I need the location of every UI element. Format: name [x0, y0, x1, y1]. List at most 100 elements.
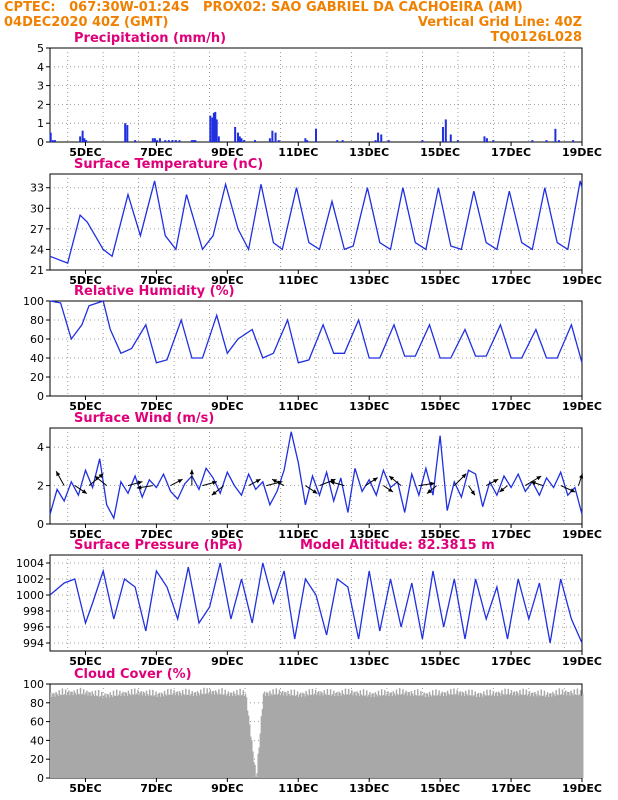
precip-bar [167, 140, 170, 142]
precip-bar [190, 140, 193, 142]
precip-bar [192, 140, 195, 142]
cloud-bar [147, 695, 150, 778]
cloud-bar [545, 694, 548, 778]
cloud-bar [407, 691, 409, 778]
surface-temperature-nc-xtick-label: 5DEC [69, 274, 101, 287]
cloud-bar [140, 691, 142, 778]
relative-humidity-ytick-label: 80 [30, 314, 44, 327]
cloud-bar [223, 694, 225, 778]
cloud-bar [506, 694, 508, 778]
cloud-bar [143, 692, 146, 778]
cloud-bar [525, 689, 528, 778]
cloud-bar [234, 693, 236, 778]
surface-pressure-hpa-xtick-label: 15DEC [420, 655, 460, 668]
cloud-bar [205, 693, 207, 778]
cloud-bar [579, 690, 582, 778]
cloud-bar [393, 693, 396, 778]
cloud-bar [242, 690, 245, 778]
cloud-bar [389, 692, 391, 778]
cloud-bar [263, 691, 266, 778]
cloud-bar [82, 689, 85, 778]
cloud-bar [79, 687, 82, 778]
cloud-bar [405, 690, 407, 778]
cloud-cover-xtick-label: 9DEC [211, 782, 243, 795]
cloud-bar [105, 697, 107, 778]
wind-arrow-head [536, 476, 542, 481]
cloud-bar [117, 696, 119, 778]
cloud-bar [135, 694, 137, 778]
cloud-bar [550, 693, 552, 778]
cloud-bar [543, 690, 546, 778]
cloud-bar [177, 695, 180, 778]
cloud-bar [385, 695, 387, 778]
cloud-bar [85, 692, 87, 778]
cloud-cover-xtick-label: 19DEC [562, 782, 602, 795]
cloud-bar [94, 690, 97, 778]
cloud-bar [392, 691, 395, 778]
cloud-bar [320, 691, 322, 778]
cloud-bar [556, 694, 558, 778]
cloud-bar [148, 689, 151, 778]
cloud-bar [378, 695, 381, 778]
cloud-cover-xtick-label: 15DEC [420, 782, 460, 795]
cloud-bar [508, 694, 511, 778]
cloud-bar [580, 695, 583, 778]
cloud-bar [391, 695, 394, 778]
cloud-bar [104, 693, 106, 778]
surface-pressure-hpa-ytick-label: 996 [23, 621, 44, 634]
precipitation-mm-h-ytick-label: 1 [37, 117, 44, 130]
cloud-bar [377, 690, 380, 778]
cloud-bar [463, 695, 466, 778]
cloud-bar [307, 695, 309, 778]
cloud-bar [512, 692, 515, 778]
precip-bar [449, 134, 452, 142]
cloud-bar [431, 690, 434, 778]
cloud-bar [420, 690, 422, 778]
cloud-bar [189, 695, 191, 778]
cloud-bar [577, 695, 580, 778]
cloud-bar [510, 690, 513, 778]
cloud-bar [254, 764, 256, 778]
precip-bar [271, 130, 274, 142]
cloud-bar [489, 689, 491, 778]
cloud-bar [158, 692, 160, 778]
precip-bar [209, 115, 212, 142]
cloud-bar [345, 694, 348, 778]
cloud-bar [277, 693, 280, 778]
cloud-bar [487, 695, 489, 778]
precipitation-mm-h-xtick-label: 9DEC [211, 146, 243, 159]
relative-humidity-xtick-label: 7DEC [140, 400, 172, 413]
cloud-bar [172, 693, 174, 778]
cloud-bar [226, 693, 229, 778]
surface-pressure-hpa-xtick-label: 19DEC [562, 655, 602, 668]
cloud-bar [379, 695, 382, 778]
cloud-bar [464, 690, 467, 778]
cloud-bar [397, 694, 400, 778]
cloud-bar [578, 694, 581, 778]
cloud-bar [118, 694, 120, 778]
cloud-bar [170, 689, 172, 778]
cloud-bar [554, 696, 556, 778]
cloud-bar [454, 694, 456, 778]
cloud-bar [538, 695, 540, 778]
surface-temperature-nc-ytick-label: 24 [30, 243, 44, 256]
cloud-bar [136, 693, 138, 778]
cloud-bar [394, 695, 397, 778]
surface-temperature-nc-xtick-label: 13DEC [349, 274, 389, 287]
wind-arrow-head [493, 479, 499, 484]
cloud-bar [76, 689, 79, 778]
cloud-bar [491, 694, 494, 778]
cloud-bar [241, 694, 243, 778]
cloud-bar [327, 694, 330, 778]
cloud-bar [518, 695, 520, 778]
cloud-bar [294, 696, 297, 778]
surface-temperature-nc-ytick-label: 21 [30, 264, 44, 277]
precipitation-mm-h-xtick-label: 7DEC [140, 146, 172, 159]
cloud-bar [112, 690, 115, 778]
cloud-bar [211, 691, 214, 778]
cloud-bar [529, 696, 532, 778]
cloud-bar [295, 695, 298, 778]
cloud-bar [319, 695, 321, 778]
precip-bar [217, 136, 220, 142]
cloud-bar [539, 696, 541, 778]
